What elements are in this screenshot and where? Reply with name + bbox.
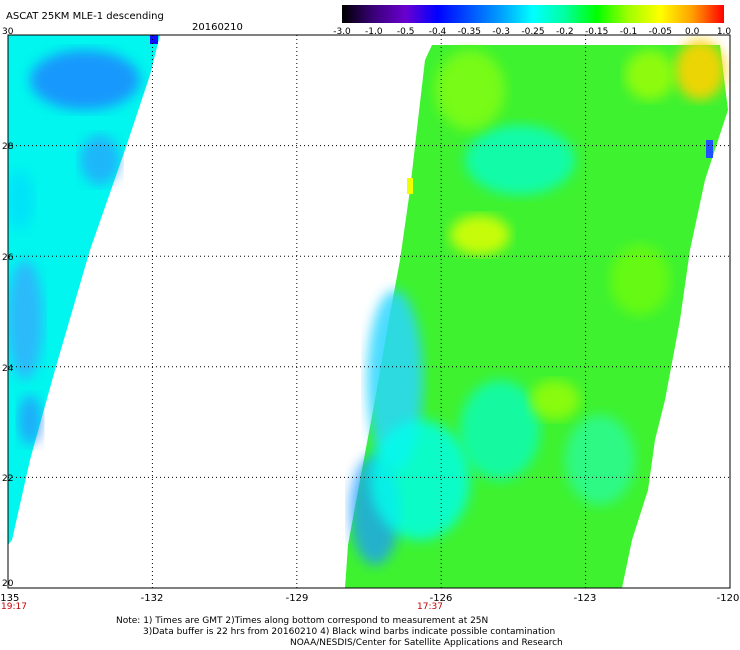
- lat-label: 30: [2, 27, 14, 37]
- note-line-2: 3)Data buffer is 22 hrs from 20160210 4)…: [143, 627, 556, 637]
- colorbar-label: -0.35: [457, 27, 481, 37]
- colorbar: [342, 5, 724, 29]
- note-line-1: Note: 1) Times are GMT 2)Times along bot…: [116, 616, 489, 626]
- pass-time-east: 17:37: [417, 602, 443, 612]
- colorbar-label: -0.3: [492, 27, 510, 37]
- map-title: ASCAT 25KM MLE-1 descending: [6, 11, 164, 22]
- colorbar-label: -0.15: [585, 27, 609, 37]
- map-date: 20160210: [192, 22, 243, 33]
- colorbar-label: -0.4: [428, 27, 447, 37]
- lat-label: 20: [2, 579, 14, 589]
- colorbar-label: -1.0: [365, 27, 383, 37]
- colorbar-label: -0.25: [521, 27, 545, 37]
- west-swath: [8, 35, 160, 545]
- lat-label: 28: [2, 142, 14, 152]
- colorbar-gradient: [342, 5, 724, 23]
- colorbar-bar: [342, 5, 724, 23]
- pass-time-west: 19:17: [1, 602, 27, 612]
- colorbar-label: -0.1: [619, 27, 638, 37]
- east-swath: [345, 40, 728, 588]
- lat-lon-grid: [7, 34, 731, 589]
- colorbar-label: -0.05: [648, 27, 672, 37]
- colorbar-label: -3.0: [333, 27, 351, 37]
- lat-label: 24: [2, 364, 14, 374]
- lon-label: -126: [429, 593, 453, 604]
- lat-label: 22: [2, 474, 14, 484]
- colorbar-label: -0.2: [556, 27, 574, 37]
- lat-label: 26: [2, 253, 14, 263]
- wind-map: [7, 34, 731, 589]
- lon-label: -123: [573, 593, 597, 604]
- lon-label: -129: [285, 593, 309, 604]
- colorbar-label: 0.0: [684, 27, 700, 37]
- colorbar-label: -0.5: [396, 27, 415, 37]
- lon-label: -120: [716, 593, 740, 604]
- lon-label: -135: [0, 593, 20, 604]
- note-line-3: NOAA/NESDIS/Center for Satellite Applica…: [290, 638, 563, 648]
- colorbar-label: 1.0: [716, 27, 732, 37]
- lon-label: -132: [140, 593, 164, 604]
